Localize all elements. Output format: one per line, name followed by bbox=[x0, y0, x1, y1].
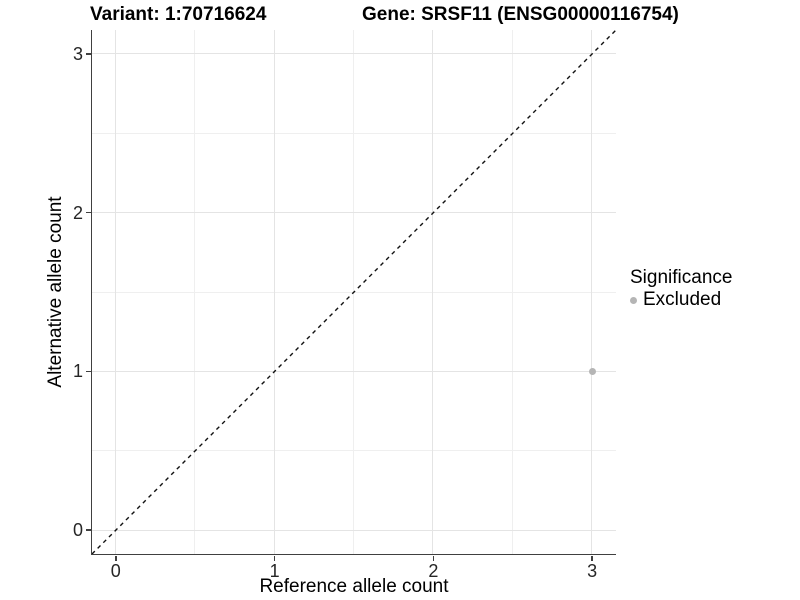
y-tick-label: 0 bbox=[72, 520, 83, 541]
gridline-x-major bbox=[432, 30, 434, 554]
x-tick-label: 2 bbox=[428, 561, 439, 581]
x-axis-tick bbox=[591, 555, 593, 561]
identity-line-layer bbox=[91, 30, 616, 554]
x-axis-tick bbox=[273, 555, 276, 561]
gridline-x-major bbox=[591, 30, 593, 554]
x-tick-label: 1 bbox=[269, 561, 280, 581]
identity-dashed-line bbox=[91, 30, 616, 554]
gridline-y-major bbox=[91, 370, 616, 372]
x-axis-tick bbox=[115, 555, 117, 561]
x-axis-title: Reference allele count bbox=[259, 576, 449, 597]
plot-title-gene: Gene: SRSF11 (ENSG00000116754) bbox=[362, 4, 679, 25]
legend: Significance Excluded bbox=[630, 266, 732, 311]
y-axis-tick bbox=[85, 53, 91, 55]
y-tick-label: 2 bbox=[72, 202, 83, 223]
gridline-y-major bbox=[91, 53, 616, 55]
y-axis-tick bbox=[85, 529, 91, 531]
gridline-x-major bbox=[273, 30, 275, 554]
y-axis-title: Alternative allele count bbox=[45, 196, 66, 388]
gridline-x-major bbox=[114, 30, 116, 554]
y-axis-tick bbox=[85, 370, 91, 373]
plot-title-variant: Variant: 1:70716624 bbox=[90, 4, 267, 25]
gridline-y-major bbox=[91, 212, 616, 214]
legend-item-label: Excluded bbox=[643, 289, 722, 310]
scatter-point-excluded bbox=[588, 367, 596, 375]
x-tick-label: 0 bbox=[110, 561, 121, 581]
x-axis-tick bbox=[432, 555, 435, 561]
legend-title: Significance bbox=[630, 267, 733, 288]
y-tick-label: 3 bbox=[72, 43, 83, 64]
legend-item-excluded: Excluded bbox=[630, 289, 732, 311]
excluded-dot-icon bbox=[630, 296, 637, 304]
gridline-y-minor bbox=[91, 132, 616, 134]
gridline-y-minor bbox=[91, 450, 616, 452]
y-tick-label: 1 bbox=[72, 361, 83, 382]
plot-panel bbox=[90, 30, 616, 555]
y-axis-tick bbox=[85, 211, 91, 214]
x-tick-label: 3 bbox=[587, 561, 598, 581]
gridline-y-major bbox=[91, 529, 616, 531]
